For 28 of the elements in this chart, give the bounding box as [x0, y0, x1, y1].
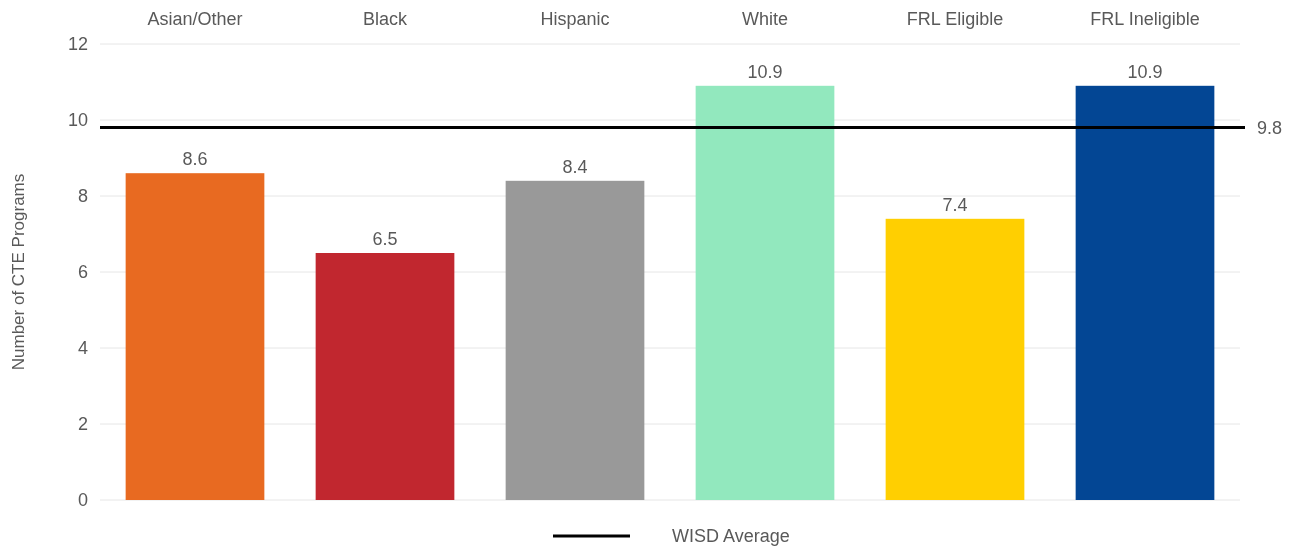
- bar: [1075, 85, 1215, 500]
- bar: [315, 253, 455, 500]
- x-tick-label: Asian/Other: [147, 9, 243, 29]
- text: 9.8: [1257, 117, 1283, 138]
- data-label: 10.9: [747, 61, 783, 82]
- bar: [505, 180, 645, 500]
- y-tick-label: 6: [77, 262, 88, 283]
- y-tick-label: 12: [67, 34, 88, 55]
- y-tick-label: 10: [67, 110, 88, 131]
- y-axis-title: Number of CTE Programs: [9, 173, 28, 371]
- x-tick-label: White: [741, 9, 789, 29]
- data-label: 7.4: [942, 194, 968, 215]
- data-label: 10.9: [1127, 61, 1163, 82]
- data-label: 6.5: [372, 229, 398, 249]
- y-tick-label: 4: [77, 338, 88, 359]
- legend-label: WISD Average: [672, 526, 790, 547]
- data-label: 8.4: [562, 156, 588, 177]
- y-tick-label: 0: [77, 490, 88, 511]
- x-tick-label: FRL Eligible: [906, 9, 1004, 29]
- bar: [695, 85, 835, 500]
- x-tick-label: FRL Ineligible: [1090, 9, 1200, 29]
- y-tick-label: 8: [77, 186, 88, 207]
- x-tick-label: Hispanic: [540, 9, 610, 29]
- data-label: 8.6: [182, 149, 208, 170]
- y-tick-label: 2: [77, 414, 88, 435]
- x-tick-label: Black: [362, 9, 409, 29]
- bar: [885, 218, 1025, 500]
- bar: [125, 173, 265, 500]
